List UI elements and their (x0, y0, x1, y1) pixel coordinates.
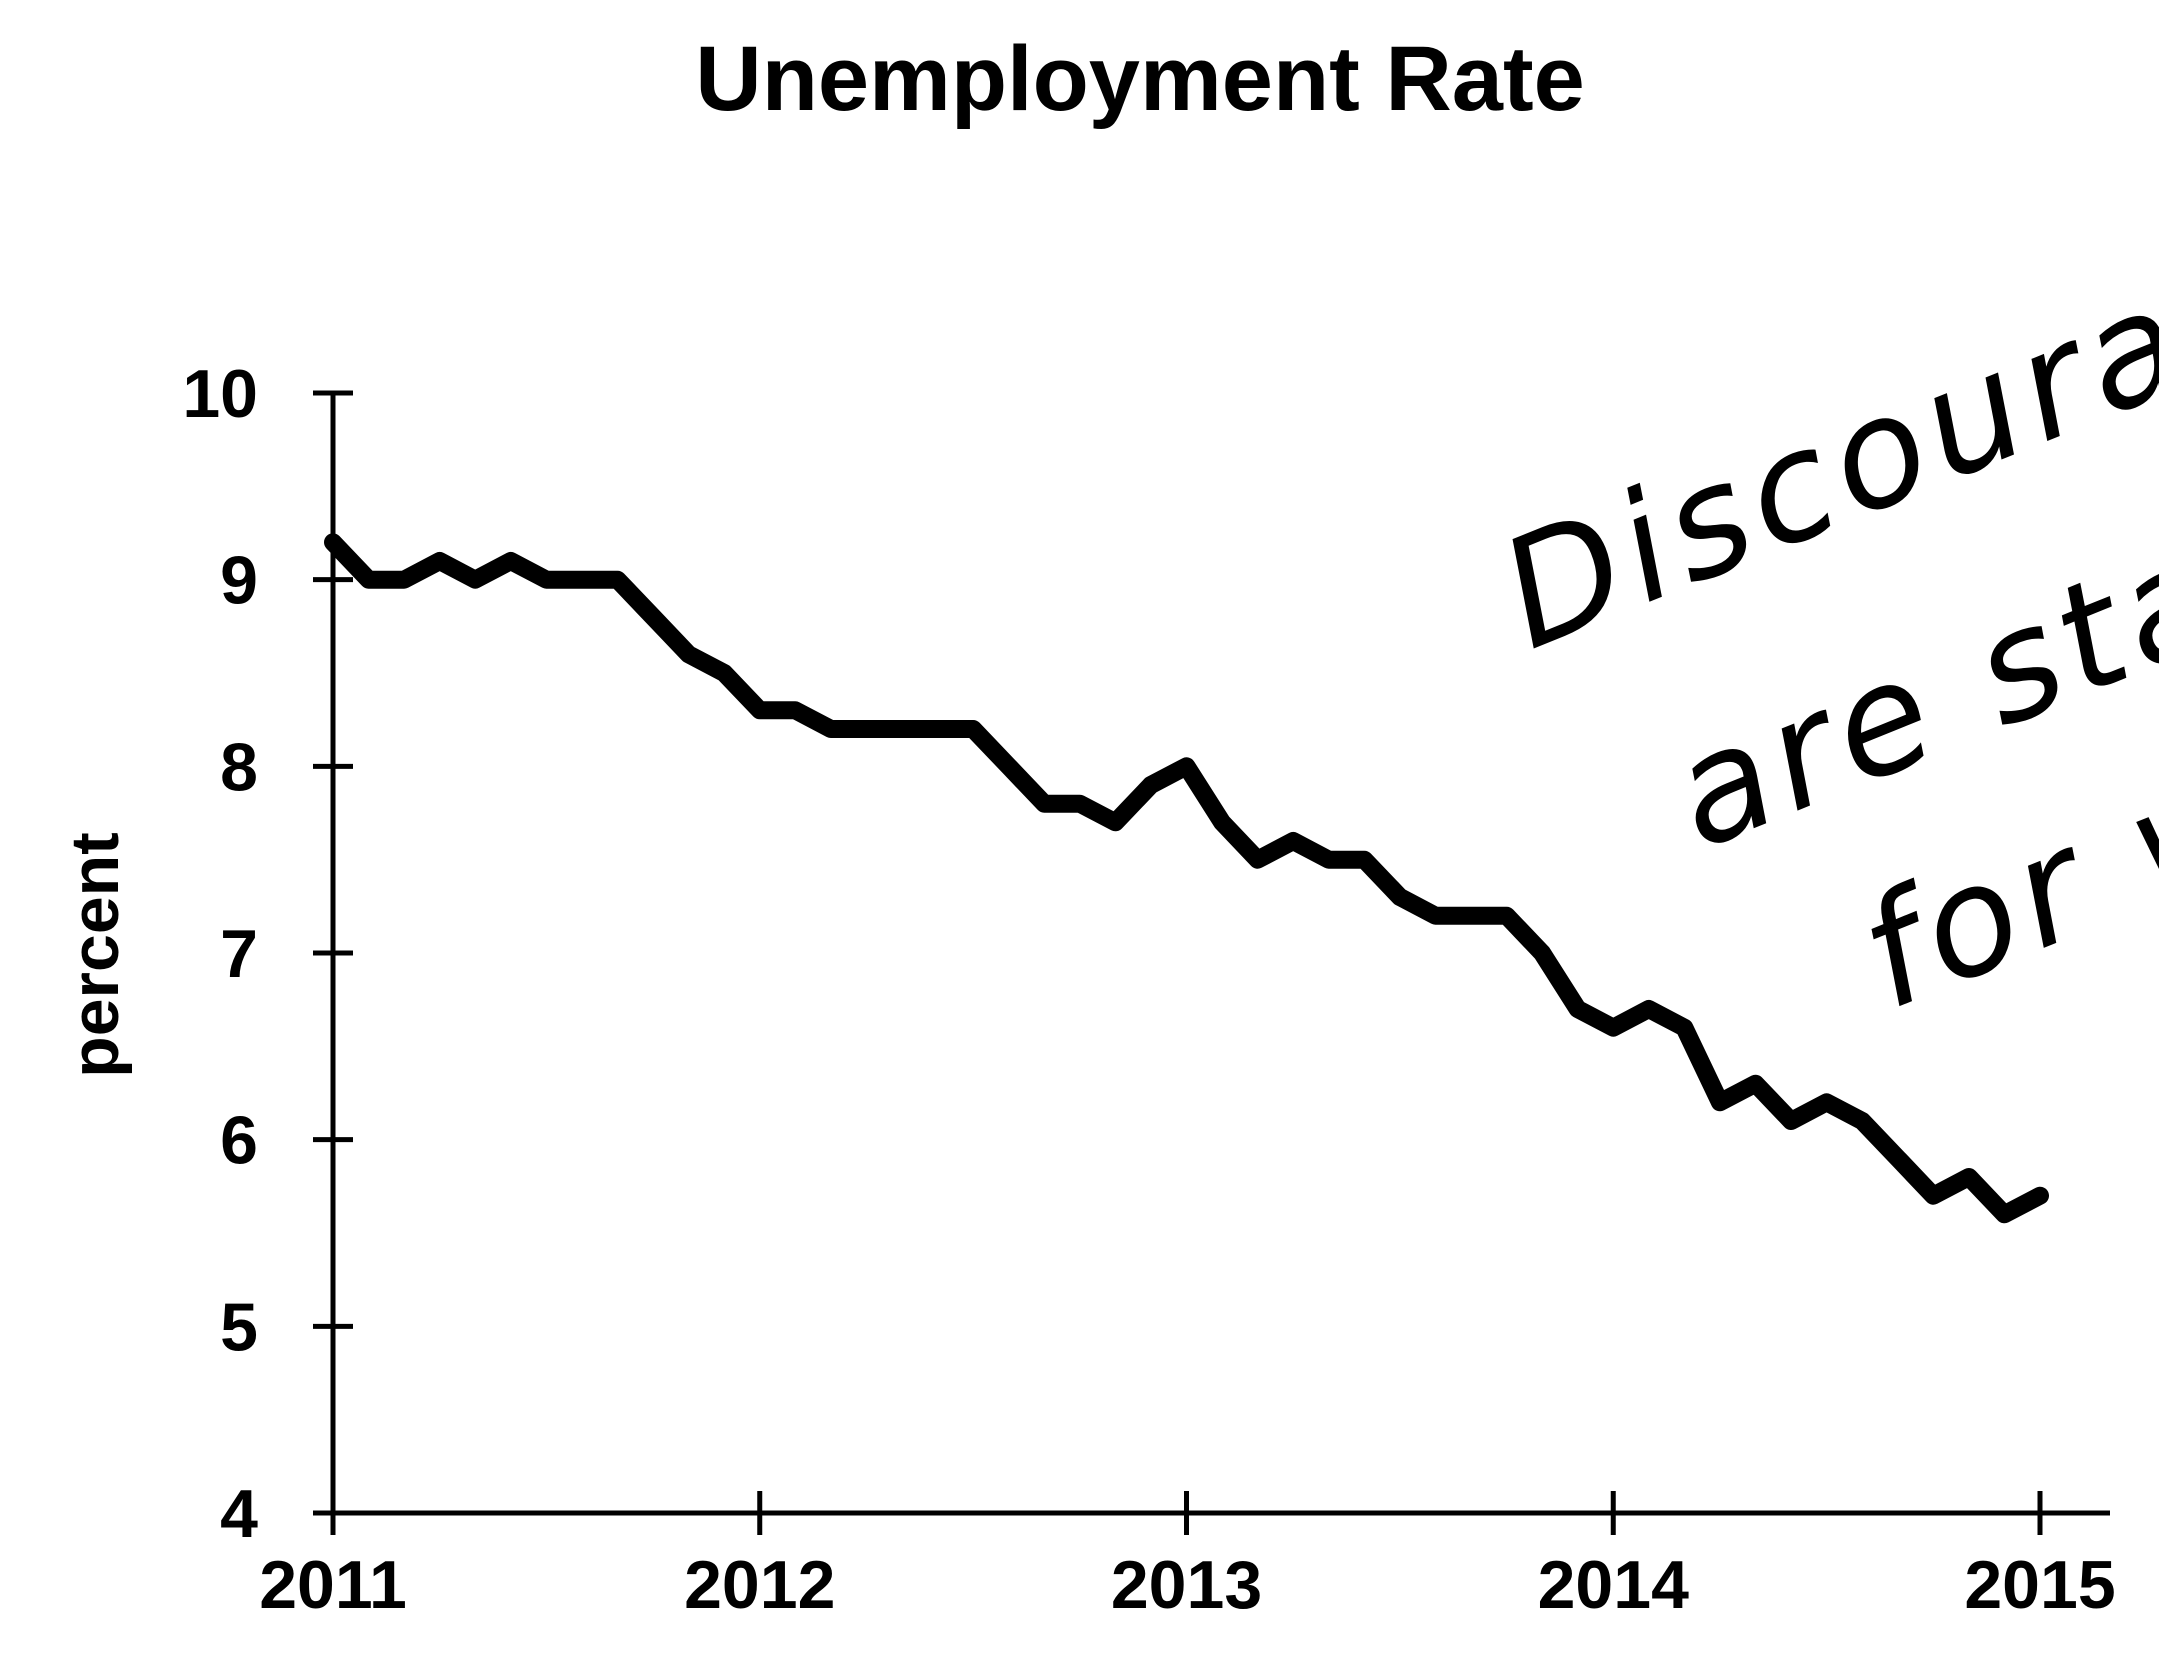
data-point (1789, 1119, 1794, 1123)
chart-title: Unemployment Rate (695, 28, 1585, 130)
data-point (331, 540, 335, 545)
data-point (828, 727, 833, 731)
data-point (1966, 1175, 1971, 1179)
data-point (1504, 913, 1509, 918)
data-point (1469, 913, 1473, 918)
data-point (1860, 1119, 1865, 1123)
y-tick-label: 8 (220, 729, 258, 805)
data-point (1682, 1025, 1687, 1030)
data-point (722, 671, 727, 675)
data-point (864, 727, 869, 731)
y-axis-label: percent (57, 832, 133, 1078)
data-point (900, 727, 904, 731)
data-point (757, 708, 762, 713)
x-tick-label: 2013 (1111, 1547, 1262, 1623)
data-point (1148, 783, 1153, 787)
data-point (1184, 764, 1189, 769)
data-point (1113, 820, 1118, 825)
series-line (324, 533, 2049, 1224)
data-point (686, 652, 691, 657)
data-point (366, 577, 371, 582)
y-tick-label: 7 (220, 916, 258, 992)
x-tick-label: 2014 (1538, 1547, 1689, 1623)
data-point (2038, 1193, 2042, 1198)
x-tick-label: 2015 (1964, 1547, 2115, 1623)
y-tick-label: 4 (220, 1476, 258, 1552)
data-point (1077, 801, 1082, 806)
data-point (971, 727, 976, 731)
data-point (1753, 1081, 1758, 1086)
data-point (1540, 951, 1545, 955)
data-point (1042, 801, 1047, 806)
data-point (1931, 1193, 1936, 1198)
data-point (935, 727, 940, 731)
handwritten-annotation: Discourage are sta for w (1478, 175, 2159, 1043)
x-tick-label: 2012 (684, 1547, 835, 1623)
data-point (1006, 764, 1011, 769)
data-point (1326, 857, 1331, 862)
series-layer (324, 533, 2049, 1224)
data-point (1895, 1156, 1900, 1161)
data-point (544, 577, 549, 582)
data-point (793, 708, 798, 713)
y-tick-label: 5 (220, 1289, 258, 1365)
data-point (2002, 1212, 2007, 1217)
data-point (402, 577, 407, 582)
data-point (615, 577, 620, 582)
data-point (1433, 913, 1438, 918)
data-point (1397, 895, 1402, 899)
data-point (1717, 1100, 1722, 1105)
data-point (1575, 1007, 1580, 1011)
data-point (1646, 1007, 1651, 1011)
data-point (1611, 1025, 1616, 1030)
data-point (651, 615, 656, 619)
y-tick-label: 10 (182, 356, 258, 432)
data-point (1291, 839, 1296, 843)
data-point (437, 559, 442, 563)
data-point (1220, 820, 1225, 825)
y-tick-label: 6 (220, 1103, 258, 1179)
x-tick-label: 2011 (259, 1547, 407, 1623)
y-tick-label: 9 (220, 543, 258, 619)
data-point (473, 577, 478, 582)
data-point (579, 577, 584, 582)
data-point (1255, 857, 1260, 862)
data-point (508, 559, 513, 563)
y-ticks: 4 5 6 7 8 9 10 (182, 356, 353, 1552)
data-point (1362, 857, 1367, 862)
x-ticks: 2011 2012 2013 2014 2015 (259, 1491, 2116, 1623)
data-point (1824, 1100, 1829, 1105)
